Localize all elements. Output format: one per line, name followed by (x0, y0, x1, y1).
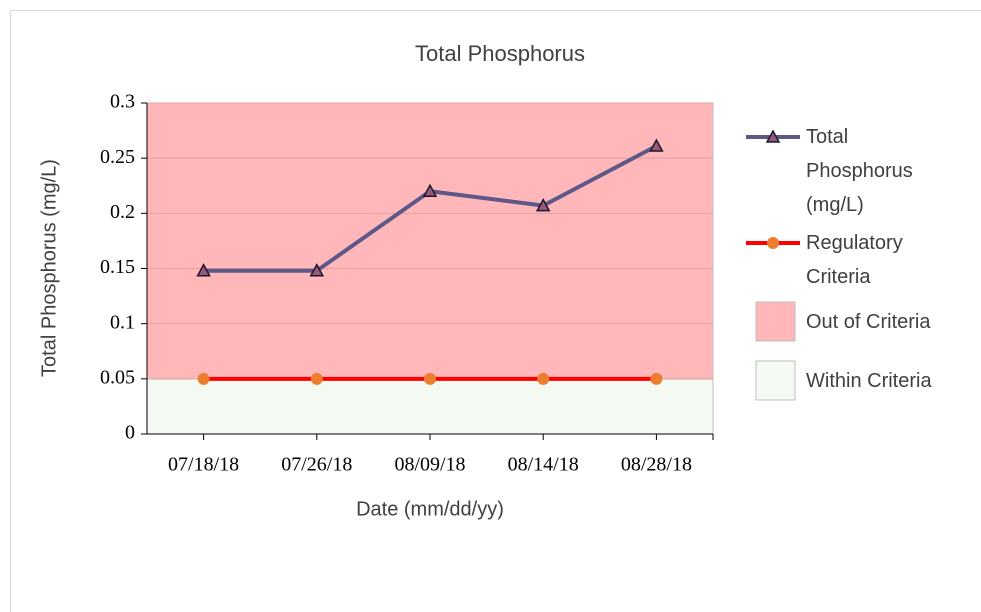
legend-label: Regulatory Criteria (806, 232, 903, 288)
legend-swatch (755, 301, 796, 342)
y-tick-label: 0.15 (100, 256, 135, 278)
data-point (422, 183, 438, 198)
y-axis-title: Total Phosphorus (mg/L) (38, 159, 60, 377)
legend-label: Total Phosphorus (mg/L) (806, 126, 913, 216)
y-tick-label: 0.1 (110, 311, 135, 333)
data-point (309, 263, 325, 277)
x-tick-label: 08/14/18 (508, 454, 579, 476)
y-tick-label: 0.2 (110, 201, 135, 223)
legend-swatch (755, 360, 796, 401)
y-tick-label: 0.05 (100, 366, 135, 388)
data-point (196, 263, 211, 277)
data-point (537, 372, 550, 385)
data-point (424, 372, 436, 385)
x-tick-label: 08/09/18 (394, 454, 465, 476)
legend-label: Out of Criteria (806, 311, 931, 333)
data-point (650, 372, 663, 385)
x-axis-title: Date (mm/dd/yy) (356, 498, 504, 520)
data-point (197, 372, 210, 385)
data-point (649, 138, 664, 152)
data-point (535, 198, 551, 212)
data-point (310, 372, 323, 385)
criteria-band (146, 378, 714, 435)
y-tick-label: 0 (125, 422, 135, 444)
chart-title: Total Phosphorus (415, 41, 585, 66)
legend-label: Within Criteria (806, 370, 932, 392)
criteria-band (146, 102, 714, 380)
y-tick-label: 0.25 (100, 146, 135, 168)
x-tick-label: 08/28/18 (621, 454, 692, 476)
x-tick-label: 07/26/18 (281, 454, 352, 476)
legend-marker (767, 237, 779, 249)
x-tick-label: 07/18/18 (168, 454, 239, 476)
y-tick-label: 0.3 (110, 91, 135, 113)
legend-marker (765, 129, 781, 143)
